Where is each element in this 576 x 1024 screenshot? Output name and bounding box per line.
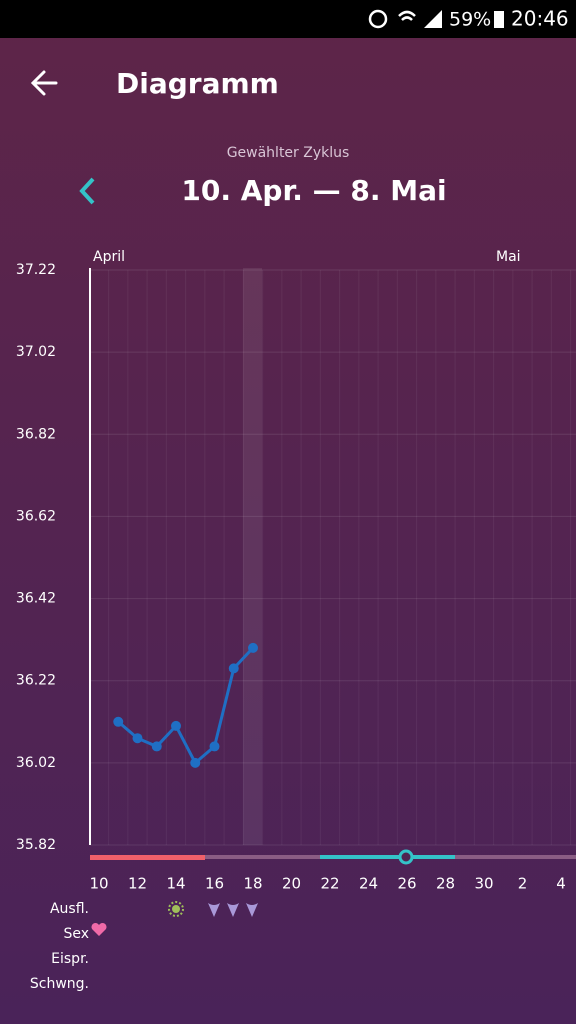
signal-icon — [424, 10, 442, 28]
back-button[interactable] — [30, 70, 58, 96]
y-tick-label: 37.22 — [16, 262, 56, 278]
x-tick-label: 14 — [166, 875, 185, 893]
x-tick-label: 18 — [243, 875, 262, 893]
x-tick-label: 24 — [359, 875, 378, 893]
today-highlight — [243, 268, 262, 845]
ovulation-marker — [398, 849, 414, 865]
cycle-caption: Gewählter Zyklus — [227, 145, 350, 161]
y-tick-label: 35.82 — [16, 837, 56, 853]
x-tick-label: 16 — [205, 875, 224, 893]
discharge-icon — [168, 901, 184, 917]
battery-icon — [494, 11, 504, 28]
x-tick-label: 12 — [128, 875, 147, 893]
x-tick-label: 22 — [320, 875, 339, 893]
clock: 20:46 — [511, 7, 569, 31]
row-label: Schwng. — [30, 976, 89, 992]
x-tick-label: 28 — [436, 875, 455, 893]
x-tick-label: 26 — [397, 875, 416, 893]
cycle-range: 10. Apr. — 8. Mai — [181, 174, 446, 207]
x-tick-label: 2 — [518, 875, 528, 893]
temperature-point — [151, 741, 162, 752]
temperature-point — [228, 663, 239, 674]
temperature-point — [209, 741, 220, 752]
y-tick-label: 36.82 — [16, 426, 56, 442]
previous-cycle-button[interactable] — [79, 177, 95, 205]
row-label: Eispr. — [51, 951, 89, 967]
x-tick-label: 20 — [282, 875, 301, 893]
wifi-icon — [398, 10, 416, 21]
page-title: Diagramm — [116, 67, 279, 100]
month-label: April — [93, 249, 125, 265]
y-tick-label: 36.42 — [16, 591, 56, 607]
x-tick-label: 10 — [89, 875, 108, 893]
temperature-point — [248, 642, 258, 653]
month-label: Mai — [496, 249, 521, 265]
fertile-bar — [320, 855, 455, 859]
status-bar — [0, 0, 576, 38]
alarm-icon — [368, 9, 388, 29]
y-tick-label: 36.62 — [16, 508, 56, 524]
y-tick-label: 36.22 — [16, 673, 56, 689]
temperature-point — [113, 716, 124, 727]
row-label: Ausfl. — [50, 901, 89, 917]
x-tick-label: 4 — [556, 875, 566, 893]
y-tick-label: 36.02 — [16, 755, 56, 771]
battery-level: 59% — [449, 9, 491, 31]
row-label: Sex — [63, 926, 89, 942]
temperature-point — [132, 733, 143, 744]
temperature-point — [171, 720, 181, 731]
drop-icons — [208, 903, 258, 917]
temperature-point — [190, 757, 201, 768]
y-tick-label: 37.02 — [16, 344, 56, 360]
period-bar — [90, 855, 205, 860]
heart-icon — [91, 922, 107, 936]
x-tick-label: 30 — [474, 875, 493, 893]
